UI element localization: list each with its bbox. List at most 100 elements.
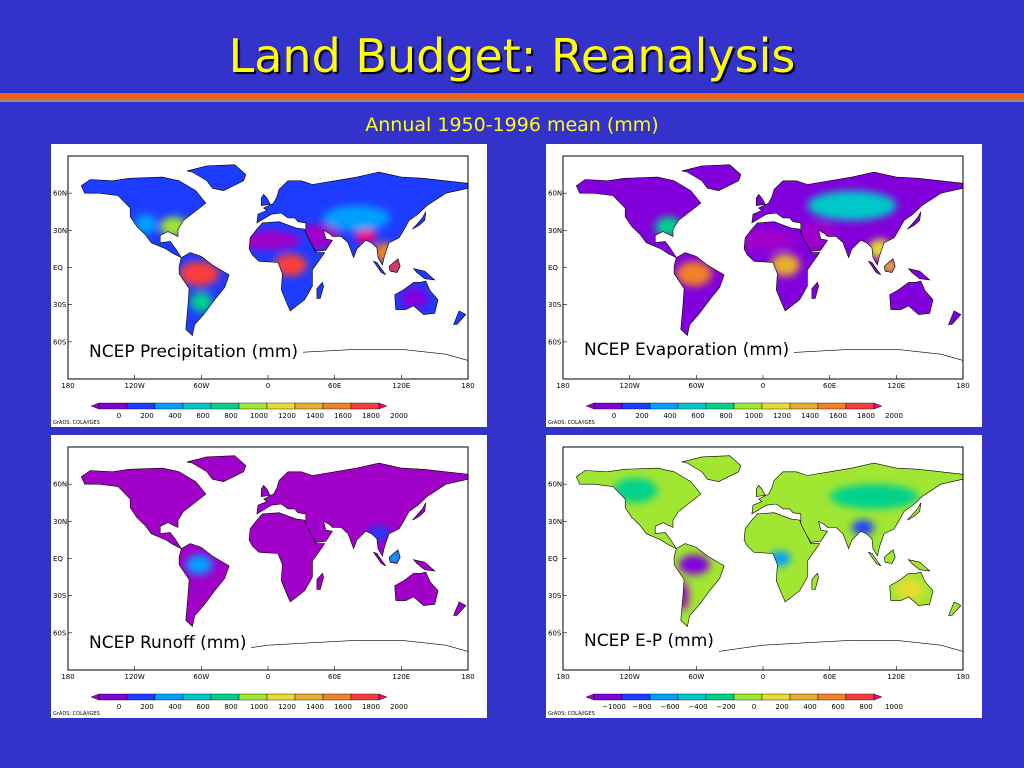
map-madagascar bbox=[811, 282, 819, 299]
colorbar-tick-label: 1200 bbox=[278, 703, 296, 711]
colorbar-tick-label: 1600 bbox=[829, 412, 847, 420]
slide-title: Land Budget: Reanalysis bbox=[228, 29, 796, 83]
colorbar-tick-label: 0 bbox=[117, 703, 121, 711]
grads-credit: GrADS: COLA/IGES bbox=[53, 420, 100, 426]
lon-label: 60W bbox=[193, 382, 209, 390]
colorbar-tick-label: 1600 bbox=[334, 412, 352, 420]
lon-label: 180 bbox=[556, 673, 569, 681]
colorbar-tick-label: 1800 bbox=[362, 412, 380, 420]
grads-credit: GrADS: COLA/IGES bbox=[548, 420, 595, 426]
evaporation-map-panel: 60N 30N EQ 30S 60S 180 120W 60W 0 60E 120E 180 0 200 4… bbox=[546, 144, 982, 427]
colorbar-tick-label: 0 bbox=[117, 412, 121, 420]
lat-label: 60N bbox=[53, 481, 67, 489]
lat-label: 60S bbox=[548, 629, 562, 637]
colorbar-tick-label: 0 bbox=[612, 412, 616, 420]
lon-label: 120W bbox=[125, 673, 145, 681]
map-madagascar bbox=[316, 573, 324, 590]
lat-label: 60S bbox=[53, 629, 67, 637]
grads-credit: GrADS: COLA/IGES bbox=[548, 711, 595, 717]
colorbar-tick-label: 1000 bbox=[250, 703, 268, 711]
colorbar-tick-label: 200 bbox=[140, 703, 153, 711]
lat-label: 30S bbox=[53, 592, 67, 600]
colorbar-tick-label: 800 bbox=[224, 412, 237, 420]
colorbar-tick-label: 1600 bbox=[334, 703, 352, 711]
lon-label: 120E bbox=[392, 673, 410, 681]
colorbar-tick-label: 2000 bbox=[885, 412, 903, 420]
lon-label: 0 bbox=[266, 382, 270, 390]
colorbar-tick-label: 400 bbox=[168, 412, 181, 420]
colorbar-tick-label: 400 bbox=[663, 412, 676, 420]
lon-label: 60W bbox=[688, 382, 704, 390]
lat-label: EQ bbox=[548, 555, 558, 563]
lat-label: 60S bbox=[548, 338, 562, 346]
colorbar-tick-label: −600 bbox=[660, 703, 679, 711]
lon-label: 120W bbox=[125, 382, 145, 390]
grads-credit: GrADS: COLA/IGES bbox=[53, 711, 100, 717]
lon-label: 180 bbox=[461, 673, 474, 681]
colorbar-tick-label: 0 bbox=[752, 703, 756, 711]
lat-label: 30N bbox=[548, 518, 562, 526]
map-madagascar bbox=[811, 573, 819, 590]
colorbar-tick-label: 600 bbox=[196, 412, 209, 420]
precipitation-map-panel: 60N 30N EQ 30S 60S 180 120W 60W 0 60E 120E 180 0 200 4… bbox=[51, 144, 487, 427]
colorbar-tick-label: 800 bbox=[859, 703, 872, 711]
colorbar-tick-label: 200 bbox=[635, 412, 648, 420]
lon-label: 180 bbox=[556, 382, 569, 390]
colorbar: −1000 −800 −600 −400 −200 0 200 400 600 800 1000 bbox=[585, 693, 903, 711]
lat-label: 60N bbox=[53, 190, 67, 198]
map-britain bbox=[261, 485, 271, 497]
map-borneo bbox=[884, 549, 896, 564]
lon-label: 120W bbox=[620, 673, 640, 681]
colorbar-tick-label: 200 bbox=[775, 703, 788, 711]
lon-label: 60E bbox=[823, 382, 836, 390]
colorbar-tick-label: 1400 bbox=[306, 703, 324, 711]
lon-label: 120E bbox=[392, 382, 410, 390]
colorbar-tick-label: 2000 bbox=[390, 412, 408, 420]
e-minus-p-map-panel: 60N 30N EQ 30S 60S 180 120W 60W 0 60E 120E 180 −1000… bbox=[546, 435, 982, 718]
lat-label: EQ bbox=[548, 264, 558, 272]
lon-label: 60E bbox=[328, 382, 341, 390]
lon-label: 60E bbox=[328, 673, 341, 681]
colorbar-tick-label: 800 bbox=[224, 703, 237, 711]
colorbar-tick-label: −1000 bbox=[602, 703, 626, 711]
panel-label-evaporation: NCEP Evaporation (mm) bbox=[579, 338, 795, 362]
lon-label: 60W bbox=[688, 673, 704, 681]
colorbar-tick-label: 600 bbox=[691, 412, 704, 420]
colorbar: 0 200 400 600 800 1000 1200 1400 1600 1800 2000 bbox=[90, 693, 408, 711]
map-britain bbox=[756, 485, 766, 497]
lon-label: 180 bbox=[956, 382, 969, 390]
panel-label-precipitation: NCEP Precipitation (mm) bbox=[84, 340, 304, 364]
map-britain bbox=[261, 194, 271, 206]
colorbar-tick-label: 1000 bbox=[250, 412, 268, 420]
colorbar-tick-label: −800 bbox=[632, 703, 651, 711]
colorbar-tick-label: 2000 bbox=[390, 703, 408, 711]
colorbar-tick-label: 600 bbox=[196, 703, 209, 711]
colorbar: 0 200 400 600 800 1000 1200 1400 1600 1800 2000 bbox=[90, 402, 408, 420]
lat-label: 60S bbox=[53, 338, 67, 346]
lat-label: 60N bbox=[548, 190, 562, 198]
title-rule-orange bbox=[0, 93, 1024, 99]
colorbar-tick-label: 800 bbox=[719, 412, 732, 420]
lat-label: 30N bbox=[548, 227, 562, 235]
panel-label-e-minus-p: NCEP E-P (mm) bbox=[579, 629, 719, 653]
lon-label: 60E bbox=[823, 673, 836, 681]
lon-label: 180 bbox=[956, 673, 969, 681]
map-new-guinea bbox=[413, 268, 435, 280]
lon-label: 0 bbox=[266, 673, 270, 681]
lon-label: 0 bbox=[761, 673, 765, 681]
colorbar-tick-label: 400 bbox=[168, 703, 181, 711]
colorbar-tick-label: 1800 bbox=[857, 412, 875, 420]
lon-label: 120W bbox=[620, 382, 640, 390]
lat-label: EQ bbox=[53, 264, 63, 272]
colorbar-tick-label: 1000 bbox=[885, 703, 903, 711]
lat-label: 30N bbox=[53, 227, 67, 235]
lon-label: 120E bbox=[887, 673, 905, 681]
slide-subtitle: Annual 1950-1996 mean (mm) bbox=[365, 114, 659, 136]
lon-label: 0 bbox=[761, 382, 765, 390]
map-britain bbox=[756, 194, 766, 206]
lat-label: 30S bbox=[548, 301, 562, 309]
lat-label: 60N bbox=[548, 481, 562, 489]
lon-label: 120E bbox=[887, 382, 905, 390]
colorbar-tick-label: 1400 bbox=[801, 412, 819, 420]
colorbar-tick-label: 1000 bbox=[745, 412, 763, 420]
